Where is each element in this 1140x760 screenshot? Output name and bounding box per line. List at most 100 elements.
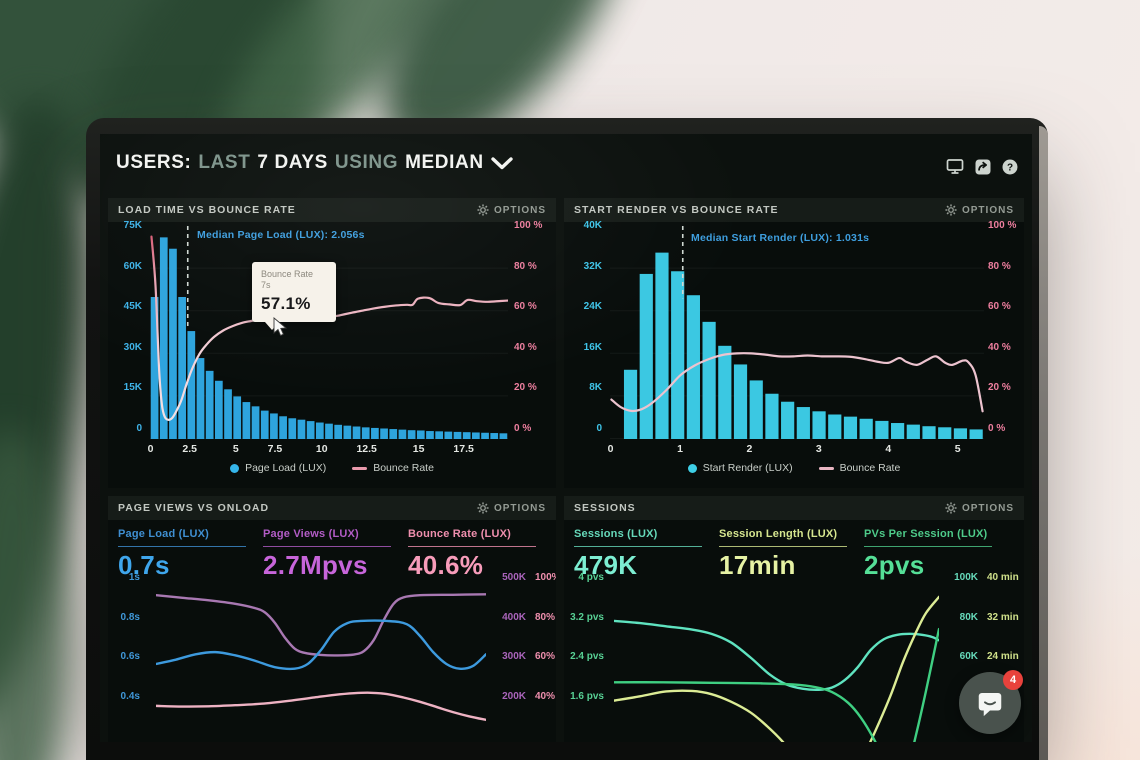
y-axis-right: 100 % 80 % 60 % 40 % 20 % 0 % xyxy=(514,221,556,439)
metric-underline xyxy=(864,546,992,547)
legend-item: Bounce Rate xyxy=(352,462,434,474)
tooltip-x-value: 7s xyxy=(261,280,271,291)
axis-tick: 32K xyxy=(583,260,602,272)
metric-page-load: Page Load (LUX) 0.7s xyxy=(118,528,258,578)
axis-tick: 0.6s xyxy=(120,651,140,663)
metric-bounce-rate: Bounce Rate (LUX) 40.6% xyxy=(408,528,548,578)
axis-tick: 0 xyxy=(136,422,142,434)
axis-tick: 16K xyxy=(583,341,602,353)
laptop: USERS: LAST 7 DAYS USING MEDIAN ? LOAD T… xyxy=(86,118,1048,760)
axis-tick: 100 % xyxy=(988,220,1017,231)
chart-canvas xyxy=(612,595,941,742)
display-icon[interactable] xyxy=(946,158,964,175)
chat-widget-button[interactable]: 4 xyxy=(959,670,1023,734)
axis-tick: 30K xyxy=(123,341,142,353)
metric-label: PVs Per Session (LUX) xyxy=(864,528,988,540)
panel-start-render-vs-bounce-rate: START RENDER VS BOUNCE RATE OPTIONS 40K 3… xyxy=(564,198,1024,488)
title-segment: LAST xyxy=(198,152,251,173)
y-axis-left: 4 pvs 3.2 pvs 2.4 pvs 1.6 pvs xyxy=(564,573,604,707)
axis-tick: 8K xyxy=(589,382,602,394)
help-icon[interactable]: ? xyxy=(1002,159,1018,175)
axis-tick: 3.2 pvs xyxy=(570,611,604,623)
legend-item: Bounce Rate xyxy=(818,462,900,474)
title-segment: MEDIAN xyxy=(405,152,484,173)
panel-body: Sessions (LUX) 479K Session Length (LUX)… xyxy=(564,520,1024,742)
gear-icon xyxy=(477,502,489,514)
gear-icon xyxy=(945,502,957,514)
options-button[interactable]: OPTIONS xyxy=(477,502,546,514)
metric-value: 2pvs xyxy=(864,550,925,580)
axis-tick: 60 % xyxy=(988,301,1011,313)
dashboard-screen: USERS: LAST 7 DAYS USING MEDIAN ? LOAD T… xyxy=(100,134,1032,742)
panel-title: PAGE VIEWS VS ONLOAD xyxy=(118,502,270,514)
tooltip-series: Bounce Rate xyxy=(261,269,314,279)
axis-tick-row: 100K 40 min xyxy=(954,572,1019,583)
metric-label: Page Views (LUX) xyxy=(263,528,359,540)
panel-header: LOAD TIME VS BOUNCE RATE OPTIONS xyxy=(108,198,556,222)
options-button[interactable]: OPTIONS xyxy=(945,204,1014,216)
metric-sessions: Sessions (LUX) 479K xyxy=(574,528,714,578)
axis-tick: 40 % xyxy=(988,341,1011,353)
options-button[interactable]: OPTIONS xyxy=(477,204,546,216)
panel-body: Page Load (LUX) 0.7s Page Views (LUX) 2.… xyxy=(108,520,556,742)
axis-tick: 5 xyxy=(232,443,239,455)
tooltip-value: 57.1% xyxy=(261,293,311,313)
users-range-dropdown[interactable]: USERS: LAST 7 DAYS USING MEDIAN xyxy=(116,152,513,174)
legend-item: Page Load (LUX) xyxy=(230,462,326,474)
axis-tick: 80 % xyxy=(514,260,537,272)
axis-tick: 1.6 pvs xyxy=(570,690,604,702)
axis-tick: 2.4 pvs xyxy=(570,651,604,663)
axis-tick: 60K xyxy=(123,260,142,272)
axis-tick: 7.5 xyxy=(267,443,283,455)
title-segment: USERS: xyxy=(116,152,192,173)
axis-tick: 40 % xyxy=(514,341,537,353)
axis-tick-row: 60K 24 min xyxy=(959,651,1019,663)
panel-page-views-vs-onload: PAGE VIEWS VS ONLOAD OPTIONS Page Load (… xyxy=(108,496,556,742)
metric-underline xyxy=(719,546,847,547)
metric-value: 17min xyxy=(719,550,796,580)
share-icon[interactable] xyxy=(975,159,991,175)
axis-tick: 1 xyxy=(677,443,683,455)
sessions-chart xyxy=(612,570,941,742)
gear-icon xyxy=(945,204,957,216)
panel-title: LOAD TIME VS BOUNCE RATE xyxy=(118,204,296,216)
axis-tick: 0 xyxy=(607,443,614,455)
axis-tick: 45K xyxy=(123,301,142,313)
options-label: OPTIONS xyxy=(961,502,1014,514)
y-axis-right: 100 % 80 % 60 % 40 % 20 % 0 % xyxy=(988,221,1024,439)
mouse-cursor xyxy=(273,317,287,337)
panel-title: START RENDER VS BOUNCE RATE xyxy=(574,204,779,216)
median-annotation: Median Page Load (LUX): 2.056s xyxy=(197,229,365,241)
axis-tick: 4 xyxy=(885,443,892,455)
metric-underline xyxy=(408,546,536,547)
chart-canvas xyxy=(150,226,510,439)
metric-label: Sessions (LUX) xyxy=(574,528,658,540)
page-views-onload-chart xyxy=(154,570,488,742)
panel-header: SESSIONS OPTIONS xyxy=(564,496,1024,520)
panel-sessions: SESSIONS OPTIONS Sessions (LUX) 479K Ses… xyxy=(564,496,1024,742)
options-label: OPTIONS xyxy=(493,204,546,216)
metric-label: Session Length (LUX) xyxy=(719,528,838,540)
y-axis-left: 75K 60K 45K 30K 15K 0 xyxy=(108,221,142,439)
metric-session-length: Session Length (LUX) 17min xyxy=(719,528,859,578)
x-axis: 0 1 2 3 4 5 xyxy=(607,443,963,455)
axis-tick: 0.4s xyxy=(120,690,140,702)
axis-tick: 4 pvs xyxy=(578,572,604,583)
panel-load-time-vs-bounce-rate: LOAD TIME VS BOUNCE RATE OPTIONS 75K 60K 4… xyxy=(108,198,556,488)
axis-tick: 24K xyxy=(583,301,602,313)
chart-legend: Page Load (LUX) Bounce Rate xyxy=(108,462,556,474)
median-annotation: Median Start Render (LUX): 1.031s xyxy=(691,232,870,244)
options-button[interactable]: OPTIONS xyxy=(945,502,1014,514)
axis-tick-row: 400K 80% xyxy=(502,611,556,623)
axis-tick: 10 xyxy=(315,443,328,455)
axis-tick: 5 xyxy=(954,443,961,455)
load-time-chart xyxy=(150,226,510,439)
axis-tick: 20 % xyxy=(988,382,1011,394)
axis-tick-row: 200K 40% xyxy=(502,690,556,702)
metric-value: 479K xyxy=(574,550,638,580)
gear-icon xyxy=(477,204,489,216)
title-segment: USING xyxy=(334,152,399,173)
metric-label: Bounce Rate (LUX) xyxy=(408,528,512,540)
